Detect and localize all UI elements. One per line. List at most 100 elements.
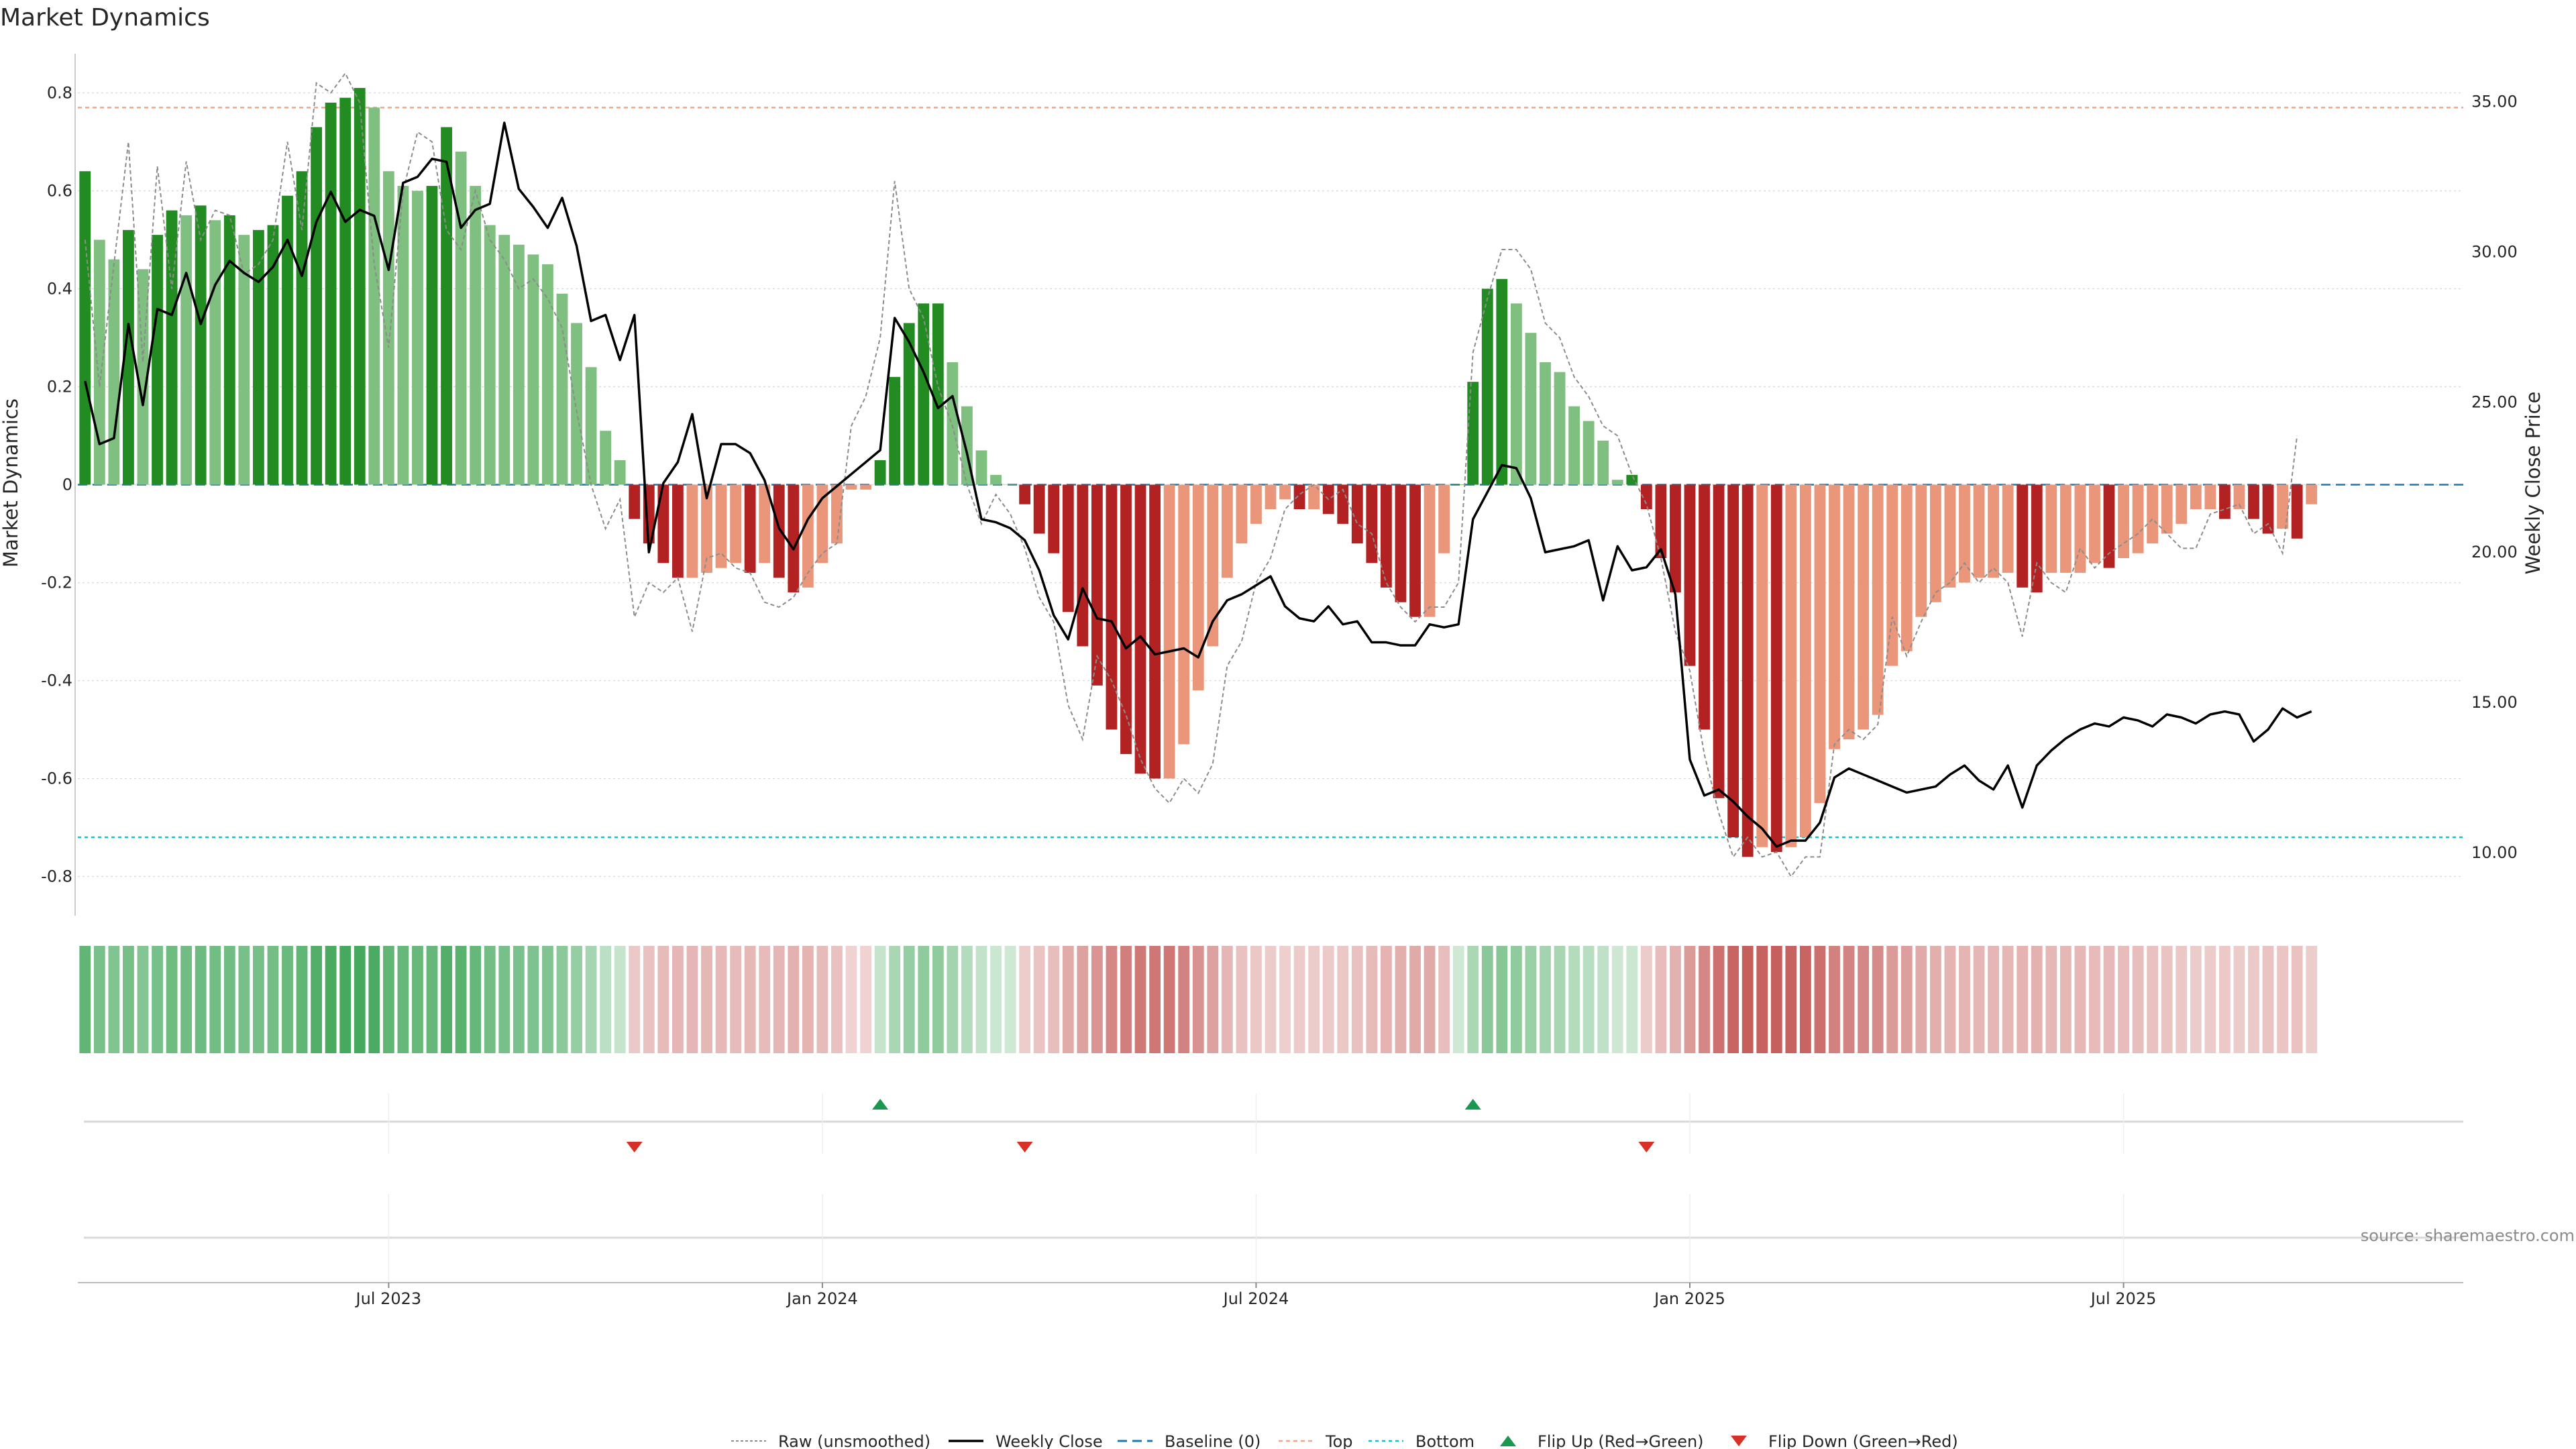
bar	[166, 210, 178, 485]
bar	[2002, 484, 2014, 573]
bar	[759, 484, 771, 564]
regime-cell	[759, 946, 771, 1053]
bar	[311, 127, 323, 485]
bar	[2248, 484, 2259, 519]
regime-cell	[629, 946, 641, 1053]
bar	[2103, 484, 2115, 568]
bar	[441, 127, 452, 485]
bar	[484, 225, 496, 485]
source-label: source: sharemaestro.com	[2361, 1226, 2575, 1245]
regime-cell	[1149, 946, 1161, 1053]
bar	[1279, 484, 1291, 500]
bar	[2147, 484, 2159, 544]
bar	[1699, 484, 1710, 730]
bar	[1149, 484, 1161, 779]
regime-cell	[223, 946, 235, 1053]
bar	[2176, 484, 2188, 524]
regime-cell	[368, 946, 380, 1053]
bar	[1900, 484, 1913, 651]
regime-cell	[889, 946, 901, 1053]
regime-cell	[1120, 946, 1132, 1053]
regime-cell	[2002, 946, 2014, 1053]
bar	[585, 367, 597, 485]
y2-tick-label: 20.00	[2471, 543, 2518, 561]
legend-label: Raw (unsmoothed)	[778, 1432, 930, 1449]
regime-cell	[2176, 946, 2188, 1053]
bar	[2204, 484, 2216, 510]
bar	[1192, 484, 1204, 691]
bar	[1713, 484, 1725, 798]
bar	[2161, 484, 2173, 534]
bar	[1481, 288, 1493, 485]
x-tick-label: Jul 2024	[1222, 1289, 1289, 1308]
bar	[2118, 484, 2129, 559]
bar	[1814, 484, 1826, 804]
bar	[831, 484, 843, 544]
regime-cell	[1640, 946, 1652, 1053]
y2-tick-label: 30.00	[2471, 243, 2518, 262]
regime-cell	[527, 946, 539, 1053]
regime-cell	[1467, 946, 1479, 1053]
regime-cell	[686, 946, 698, 1053]
legend-swatch-flip-up	[1500, 1436, 1516, 1446]
regime-cell	[354, 946, 366, 1053]
bar	[412, 191, 423, 485]
regime-cell	[975, 946, 987, 1053]
legend-label: Bottom	[1415, 1432, 1474, 1449]
bar	[2291, 484, 2303, 539]
regime-cell	[1163, 946, 1175, 1053]
regime-cell	[1106, 946, 1118, 1053]
bar	[672, 484, 684, 578]
bar	[802, 484, 814, 588]
bar	[1973, 484, 1985, 578]
regime-cell	[108, 946, 120, 1053]
regime-cell	[1236, 946, 1248, 1053]
bar	[252, 229, 264, 485]
bar	[2074, 484, 2086, 573]
regime-cell	[571, 946, 582, 1053]
regime-cell	[1597, 946, 1609, 1053]
regime-cell	[441, 946, 452, 1053]
regime-cell	[1741, 946, 1754, 1053]
regime-cell	[513, 946, 525, 1053]
regime-cell	[2147, 946, 2159, 1053]
bar	[238, 235, 250, 485]
regime-cell	[1959, 946, 1970, 1053]
regime-cell	[1366, 946, 1378, 1053]
regime-cell	[2248, 946, 2259, 1053]
regime-cell	[1004, 946, 1016, 1053]
bar	[918, 303, 930, 485]
bar	[1337, 484, 1349, 524]
regime-cell	[1626, 946, 1638, 1053]
bar	[1395, 484, 1407, 602]
bar	[1915, 484, 1927, 617]
bar	[152, 235, 163, 485]
bar	[614, 460, 626, 485]
bar	[1785, 484, 1797, 847]
bar	[93, 239, 105, 485]
bar	[1525, 333, 1537, 485]
flip-panel	[84, 1093, 2463, 1154]
regime-cell	[1134, 946, 1146, 1053]
regime-cell	[1727, 946, 1739, 1053]
regime-cell	[397, 946, 409, 1053]
flip-up-marker	[1464, 1099, 1481, 1110]
bar	[903, 323, 915, 485]
regime-cell	[382, 946, 394, 1053]
regime-cell	[701, 946, 712, 1053]
regime-cell	[2233, 946, 2245, 1053]
bar	[2132, 484, 2144, 553]
bar	[1308, 484, 1320, 510]
regime-cell	[1973, 946, 1985, 1053]
bar	[975, 450, 987, 485]
regime-cell	[816, 946, 828, 1053]
y2-tick-label: 15.00	[2471, 693, 2518, 712]
regime-cell	[1019, 946, 1031, 1053]
bar	[2306, 484, 2318, 504]
regime-cell	[412, 946, 423, 1053]
regime-cell	[1988, 946, 1999, 1053]
regime-cell	[195, 946, 207, 1053]
regime-cell	[123, 946, 134, 1053]
bar	[2089, 484, 2100, 564]
bar	[1077, 484, 1089, 647]
